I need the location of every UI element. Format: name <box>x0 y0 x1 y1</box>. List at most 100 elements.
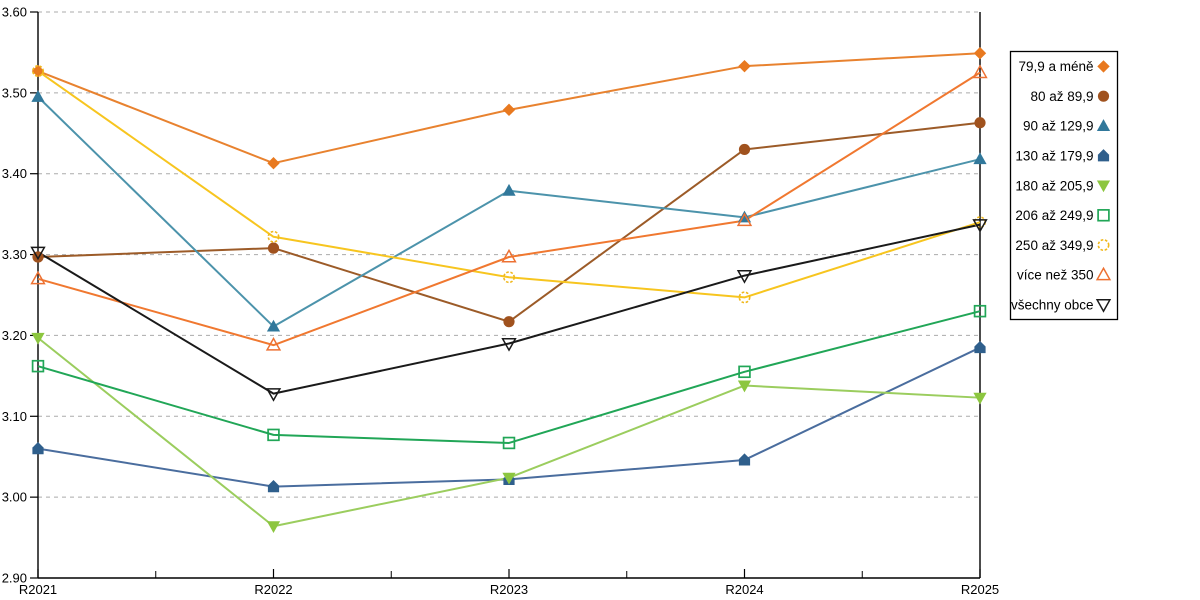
circle-marker-icon <box>503 316 515 328</box>
legend-item: všechny obce <box>1011 297 1112 313</box>
y-axis-label: 3.10 <box>2 409 27 424</box>
y-axis-label: 3.00 <box>2 490 27 505</box>
legend-label: 79,9 a méně <box>1018 59 1093 74</box>
triangle-down-open-marker-icon <box>501 337 517 352</box>
y-axis-label: 3.40 <box>2 166 27 181</box>
legend: 79,9 a méně 80 až 89,9 90 až 129,9 130 až 1… <box>1009 50 1119 321</box>
diamond-marker-icon <box>738 59 751 73</box>
triangle-up-open-marker-icon <box>972 64 988 79</box>
legend-label: 180 až 205,9 <box>1015 178 1093 193</box>
series-markers-5 <box>31 304 987 450</box>
circle-open-marker-icon <box>1097 239 1110 252</box>
pentagon-marker-icon <box>32 442 44 455</box>
series-line-6 <box>37 70 981 299</box>
diamond-marker-icon <box>502 103 516 117</box>
triangle-down-marker-icon <box>973 392 987 405</box>
gridlines <box>38 11 980 498</box>
y-axis-label: 3.20 <box>2 328 27 343</box>
series-markers-0 <box>31 47 987 170</box>
y-axis-label: 3.50 <box>2 85 27 100</box>
legend-label: 250 až 349,9 <box>1015 238 1093 253</box>
series-markers-3 <box>32 340 986 493</box>
triangle-down-open-marker-icon <box>30 246 46 261</box>
series-markers-2 <box>31 90 987 332</box>
legend-label: 80 až 89,9 <box>1030 89 1093 104</box>
legend-item: 79,9 a méně <box>1018 59 1110 74</box>
legend-label: 90 až 129,9 <box>1023 119 1094 134</box>
x-axis-label: R2023 <box>490 582 528 597</box>
triangle-up-marker-icon <box>266 319 281 332</box>
circle-marker-icon <box>267 242 280 254</box>
diamond-marker-icon <box>973 47 987 60</box>
square-open-marker-icon <box>502 436 516 450</box>
square-open-marker-icon <box>1097 209 1110 222</box>
triangle-up-open-marker-icon <box>1095 266 1112 281</box>
triangle-down-marker-icon <box>502 472 516 485</box>
series-line-2 <box>37 96 981 328</box>
legend-label: více než 350 <box>1017 268 1094 283</box>
circle-marker-icon <box>974 117 986 129</box>
series-line-3 <box>37 346 981 488</box>
legend-item: 90 až 129,9 <box>1023 119 1111 134</box>
x-axis-label: R2022 <box>254 582 292 597</box>
legend-label: všechny obce <box>1011 297 1094 312</box>
triangle-up-marker-icon <box>31 90 45 102</box>
diamond-marker-icon <box>31 64 45 78</box>
y-axis-label: 3.60 <box>2 5 27 20</box>
triangle-down-marker-icon <box>31 332 45 345</box>
triangle-up-marker-icon <box>502 183 516 196</box>
series-line-7 <box>37 71 981 347</box>
series-markers <box>30 47 988 534</box>
legend-item: 130 až 179,9 <box>1015 149 1110 164</box>
triangle-up-open-marker-icon <box>30 270 46 285</box>
diamond-marker-icon <box>267 157 280 170</box>
series-markers-4 <box>31 332 987 534</box>
square-open-marker-icon <box>267 428 280 442</box>
square-open-marker-icon <box>738 365 751 379</box>
circle-marker-icon <box>738 143 751 156</box>
triangle-up-open-marker-icon <box>736 212 753 227</box>
legend-label: 130 až 179,9 <box>1015 149 1093 164</box>
circle-open-marker-icon <box>31 65 44 78</box>
series-line-8 <box>37 223 981 395</box>
legend-item: více než 350 <box>1017 266 1112 283</box>
triangle-down-marker-icon <box>737 380 752 393</box>
triangle-down-marker-icon <box>1096 180 1111 193</box>
triangle-down-open-marker-icon <box>265 388 282 402</box>
triangle-down-open-marker-icon <box>1095 299 1112 313</box>
pentagon-marker-icon <box>267 480 280 493</box>
series-line-4 <box>37 337 981 528</box>
legend-label: 206 až 249,9 <box>1015 208 1093 223</box>
pentagon-marker-icon <box>738 453 751 466</box>
pentagon-marker-icon <box>974 340 986 354</box>
series-line-1 <box>37 121 981 323</box>
legend-item: 206 až 249,9 <box>1015 208 1110 223</box>
circle-open-marker-icon <box>502 271 515 284</box>
triangle-down-open-marker-icon <box>972 219 988 233</box>
triangle-up-open-marker-icon <box>265 336 282 351</box>
triangle-up-open-marker-icon <box>501 248 517 263</box>
triangle-down-marker-icon <box>266 521 281 534</box>
x-axis-label: R2021 <box>19 582 57 597</box>
square-open-marker-icon <box>973 304 987 318</box>
triangle-down-open-marker-icon <box>736 270 753 284</box>
diamond-marker-icon <box>1097 60 1110 73</box>
circle-marker-icon <box>1097 90 1110 102</box>
y-axis-label: 3.30 <box>2 247 27 262</box>
x-axis-label: R2025 <box>961 582 999 597</box>
y-axis-label: 2.90 <box>2 571 27 586</box>
x-axis-label: R2024 <box>725 582 763 597</box>
series-markers-8 <box>30 219 988 402</box>
triangle-up-marker-icon <box>973 152 987 165</box>
square-open-marker-icon <box>31 359 45 373</box>
series-markers-1 <box>32 117 986 328</box>
legend-item: 180 až 205,9 <box>1015 178 1111 193</box>
pentagon-marker-icon <box>1097 149 1110 162</box>
series-markers-7 <box>30 64 988 351</box>
series-lines <box>37 52 981 528</box>
circle-open-marker-icon <box>267 230 280 243</box>
legend-item: 250 až 349,9 <box>1015 238 1110 253</box>
